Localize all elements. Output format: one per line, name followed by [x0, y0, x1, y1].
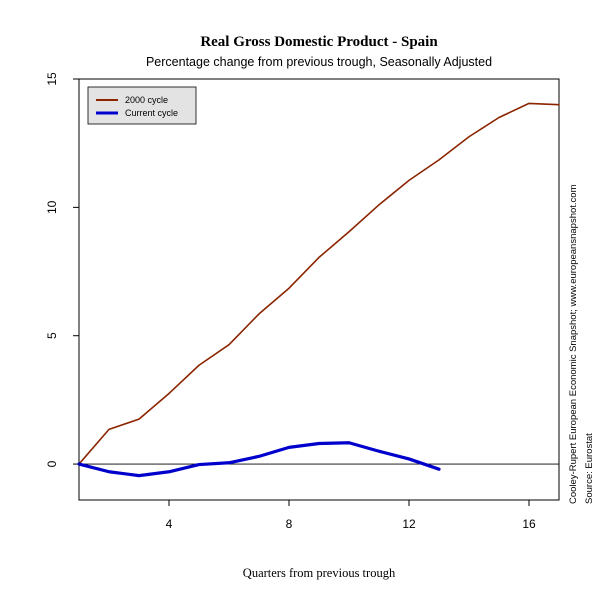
x-tick-label: 12	[402, 517, 416, 531]
plot-frame	[78, 78, 560, 501]
x-tick-label: 16	[522, 517, 536, 531]
legend-label-2000-cycle: 2000 cycle	[125, 95, 168, 105]
x-tick-label: 8	[286, 517, 293, 531]
y-tick-label: 0	[45, 460, 59, 467]
x-axis-label: Quarters from previous trough	[243, 566, 396, 580]
x-axis: 4 8 12 16	[166, 500, 536, 531]
x-tick-label: 4	[166, 517, 173, 531]
y-tick-label: 5	[45, 332, 59, 339]
side-note-source: Source: Eurostat	[584, 433, 595, 504]
legend: 2000 cycle Current cycle	[87, 86, 197, 125]
y-tick-label: 15	[45, 72, 59, 86]
y-axis: 0 5 10 15	[45, 72, 79, 467]
series-line-current-cycle	[77, 441, 441, 478]
series-layer	[77, 102, 560, 478]
legend-label-current-cycle: Current cycle	[125, 108, 178, 118]
chart-subtitle: Percentage change from previous trough, …	[146, 55, 492, 69]
chart-title: Real Gross Domestic Product - Spain	[200, 34, 438, 50]
y-tick-label: 10	[45, 200, 59, 214]
legend-box	[87, 86, 197, 125]
series-line-2000-cycle	[78, 102, 560, 465]
side-note-snapshot: Cooley-Rupert European Economic Snapshot…	[568, 184, 579, 504]
